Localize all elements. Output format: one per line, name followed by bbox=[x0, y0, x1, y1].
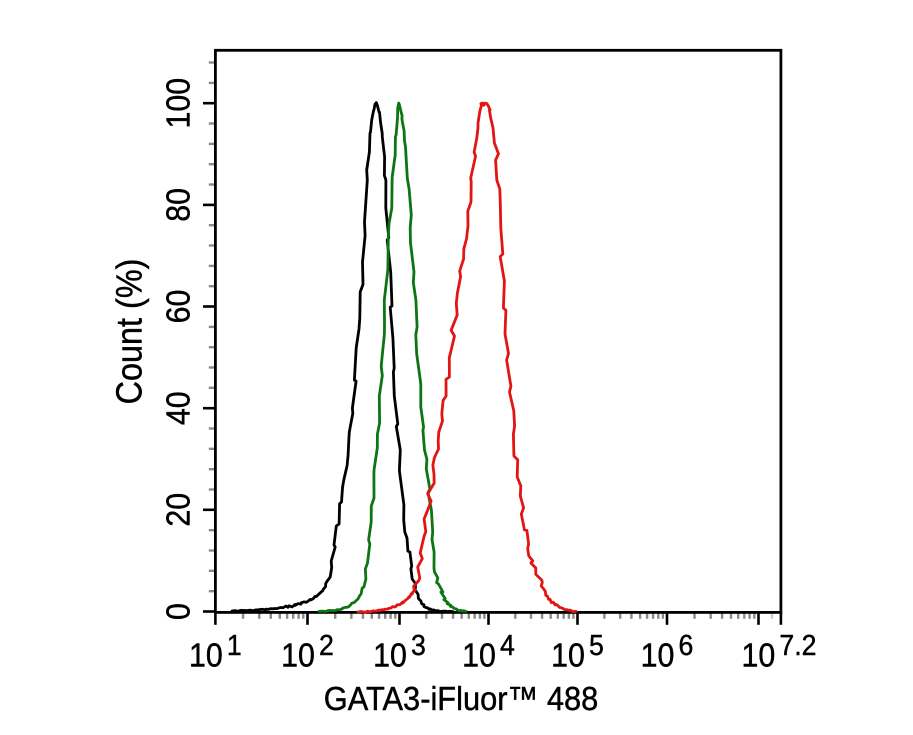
svg-text:20: 20 bbox=[159, 493, 196, 527]
svg-text:0: 0 bbox=[159, 603, 196, 620]
svg-text:60: 60 bbox=[159, 290, 196, 324]
svg-text:100: 100 bbox=[159, 78, 196, 129]
svg-text:GATA3-iFluor™ 488: GATA3-iFluor™ 488 bbox=[324, 680, 598, 717]
svg-text:80: 80 bbox=[159, 188, 196, 222]
svg-text:Count (%): Count (%) bbox=[110, 259, 150, 405]
svg-text:40: 40 bbox=[159, 391, 196, 425]
